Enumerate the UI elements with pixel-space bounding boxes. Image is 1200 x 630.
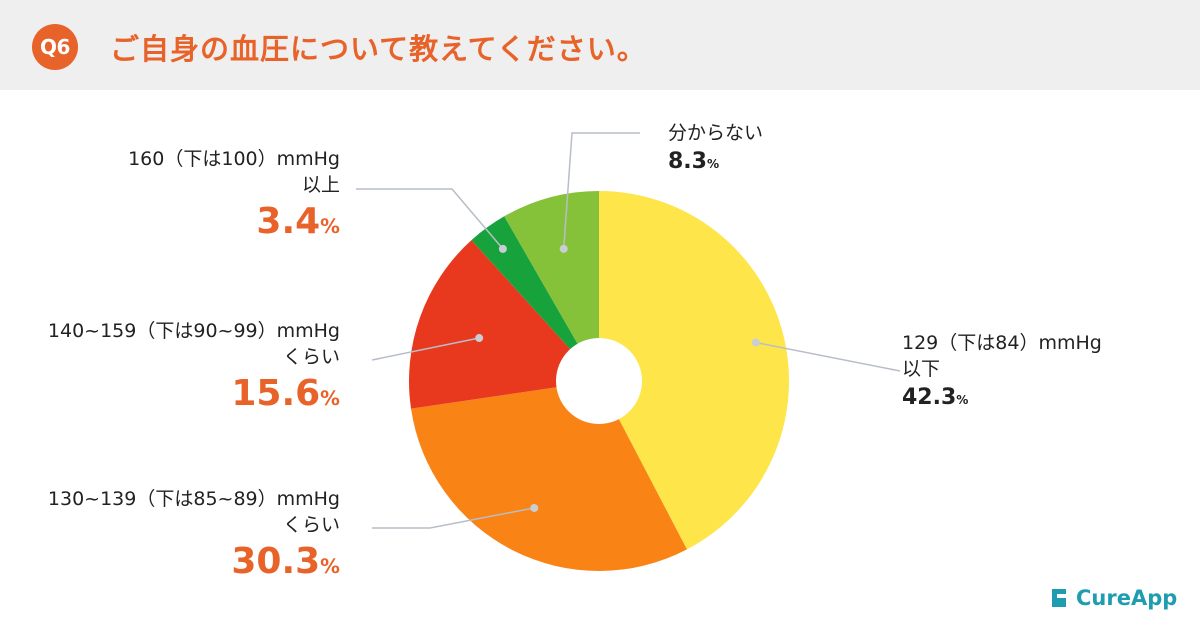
question-number-badge: Q6 (32, 24, 78, 70)
leader-line (356, 188, 504, 250)
label-line1: 160（下は100）mmHg (128, 148, 340, 170)
leader-line (371, 337, 480, 361)
leader-dot (475, 334, 484, 343)
leader-line (755, 341, 901, 372)
leader-line (562, 132, 640, 249)
label-line1: 130~139（下は85~89）mmHg (47, 488, 340, 510)
cureapp-logo-text: CureApp (1076, 586, 1178, 610)
label-line2: くらい (282, 514, 340, 536)
label-129-below: 129（下は84）mmHg 以下 42.3% (902, 330, 1102, 416)
leader-dot (751, 338, 760, 347)
pie-slice (409, 240, 599, 409)
label-line1: 140~159（下は90~99）mmHg (47, 320, 340, 342)
pie-slice (599, 191, 790, 550)
value-label: 3.4% (256, 201, 340, 242)
pie-slice (471, 216, 599, 381)
value-label: 30.3% (231, 541, 340, 582)
leader-dot (530, 503, 539, 512)
value-label: 42.3% (902, 385, 969, 410)
cureapp-logo: CureApp (1048, 582, 1177, 614)
label-130-139: 130~139（下は85~89）mmHg くらい 30.3% (48, 486, 340, 591)
question-title: ご自身の血圧について教えてください。 (110, 32, 647, 66)
leader-dot (498, 244, 507, 253)
label-line1: 129（下は84）mmHg (902, 332, 1102, 354)
label-line1: 分からない (668, 122, 764, 144)
pie-slice (411, 381, 687, 571)
leader-line (372, 507, 535, 529)
label-140-159: 140~159（下は90~99）mmHg くらい 15.6% (48, 318, 340, 423)
cureapp-logo-icon (1052, 589, 1066, 607)
label-line2: 以上 (301, 174, 340, 196)
value-label: 8.3% (668, 149, 720, 174)
label-line2: 以下 (902, 358, 941, 380)
label-unknown: 分からない 8.3% (668, 120, 763, 180)
value-label: 15.6% (231, 373, 340, 414)
donut-hole (556, 338, 642, 424)
label-line2: くらい (282, 346, 340, 368)
header-bar: Q6 ご自身の血圧について教えてください。 (0, 0, 1200, 90)
leader-dot (559, 244, 568, 253)
pie-slice (504, 191, 599, 381)
label-160-above: 160（下は100）mmHg 以上 3.4% (128, 146, 340, 251)
